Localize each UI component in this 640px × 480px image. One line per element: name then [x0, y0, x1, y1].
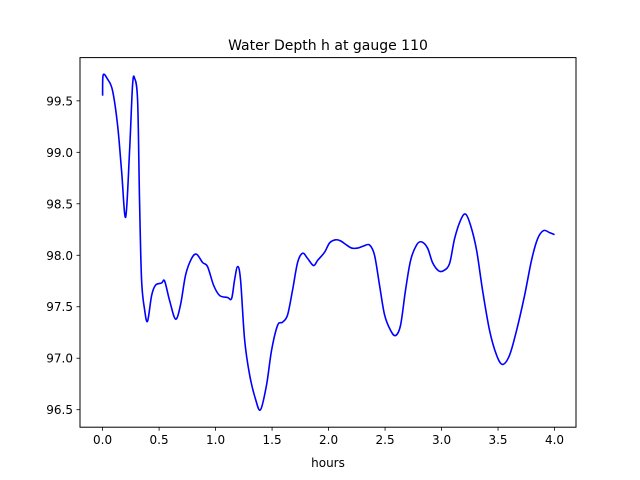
x-tick-label: 0.0	[93, 433, 112, 447]
y-tick-label: 97.5	[46, 300, 73, 314]
axes-frame	[79, 57, 577, 428]
x-tick-label: 1.5	[263, 433, 282, 447]
y-tick-label: 98.0	[46, 249, 73, 263]
y-tick-label: 98.5	[46, 197, 73, 211]
y-tick-label: 99.5	[46, 94, 73, 108]
plot-area	[101, 73, 555, 411]
y-tick-label: 99.0	[46, 146, 73, 160]
series-line-h	[101, 73, 555, 411]
chart-title: Water Depth h at gauge 110	[228, 38, 428, 54]
x-tick-label: 4.0	[545, 433, 564, 447]
x-tick-label: 1.0	[206, 433, 225, 447]
x-tick-label: 3.5	[488, 433, 507, 447]
x-axis-label: hours	[311, 456, 345, 470]
x-tick-label: 3.0	[432, 433, 451, 447]
y-axis: 96.5 97.0 97.5 98.0 98.5 99.0 99.5	[46, 94, 80, 417]
y-tick-label: 96.5	[46, 403, 73, 417]
x-axis: 0.0 0.5 1.0 1.5 2.0 2.5 3.0 3.5 4.0	[93, 427, 564, 447]
x-tick-label: 2.0	[319, 433, 338, 447]
x-tick-label: 2.5	[376, 433, 395, 447]
x-tick-label: 0.5	[150, 433, 169, 447]
y-tick-label: 97.0	[46, 352, 73, 366]
